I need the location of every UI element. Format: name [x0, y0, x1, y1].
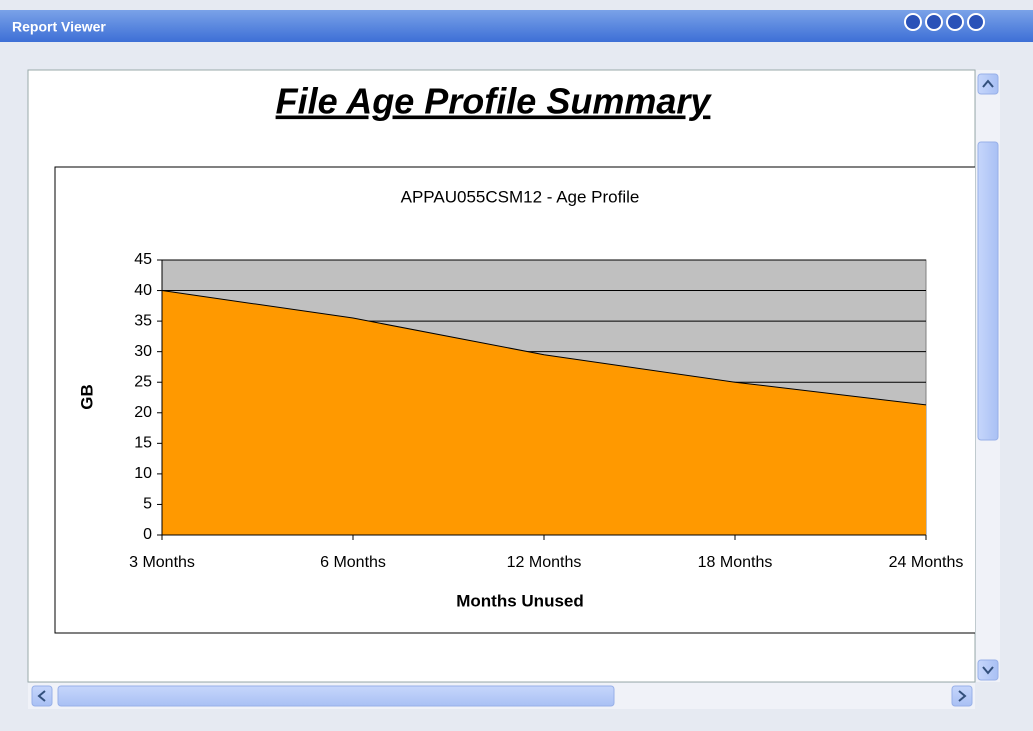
- scroll-up[interactable]: [977, 73, 999, 95]
- area: [162, 290, 926, 535]
- y-tick-label: 40: [134, 282, 152, 299]
- y-tick-label: 0: [143, 526, 152, 543]
- report-content: File Age Profile Summary APPAU055CSM12 -…: [54, 81, 975, 634]
- y-tick-label: 45: [134, 251, 152, 268]
- scroll-down[interactable]: [977, 659, 999, 681]
- horizontal-thumb[interactable]: [57, 685, 615, 707]
- scroll-up-arrow: [982, 79, 994, 88]
- scroll-right[interactable]: [951, 685, 973, 707]
- y-tick-label: 10: [134, 465, 152, 482]
- area-edge: [161, 290, 927, 406]
- x-tick-label: 18 Months: [698, 554, 773, 571]
- title-bar: [0, 10, 1033, 42]
- window-title: Report Viewer: [12, 19, 106, 35]
- x-tick-label: 24 Months: [889, 554, 964, 571]
- x-axis-label: Months Unused: [456, 591, 584, 610]
- y-tick-label: 25: [134, 373, 152, 390]
- report-title: File Age Profile Summary: [276, 81, 713, 122]
- scroll-left[interactable]: [31, 685, 53, 707]
- chart-title: APPAU055CSM12 - Age Profile: [401, 187, 640, 206]
- y-tick-label: 20: [134, 404, 152, 421]
- y-tick-label: 30: [134, 343, 152, 360]
- scroll-left-arrow: [37, 690, 46, 702]
- x-tick-label: 6 Months: [320, 554, 386, 571]
- scroll-right-arrow: [958, 690, 967, 702]
- y-tick-label: 35: [134, 312, 152, 329]
- vertical-thumb[interactable]: [977, 141, 999, 441]
- y-axis-label: GB: [77, 384, 96, 410]
- x-tick-label: 3 Months: [129, 554, 195, 571]
- scroll-down-arrow: [982, 666, 994, 675]
- close-button[interactable]: [967, 13, 985, 31]
- y-tick-label: 15: [134, 435, 152, 452]
- window-buttons[interactable]: [904, 13, 985, 31]
- help-button[interactable]: [925, 13, 943, 31]
- info-button[interactable]: [904, 13, 922, 31]
- x-tick-label: 12 Months: [507, 554, 582, 571]
- restore-button[interactable]: [946, 13, 964, 31]
- y-tick-label: 5: [143, 496, 152, 513]
